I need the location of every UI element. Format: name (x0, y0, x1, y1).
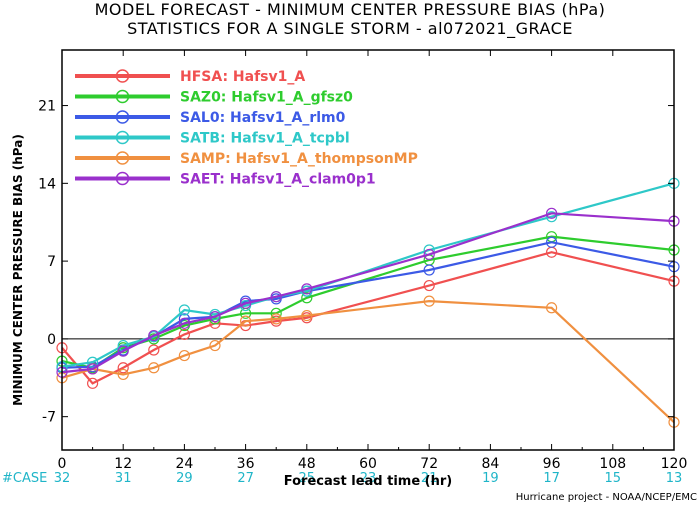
y-tick-label: -7 (42, 410, 56, 426)
data-point (545, 302, 558, 314)
x-tick-label: 48 (298, 456, 316, 472)
y-tick-label: 7 (47, 254, 56, 270)
data-point (117, 362, 129, 374)
data-point (240, 315, 252, 327)
legend-entry: SAZ0: Hafsv1_A_gfsz0 (180, 90, 353, 106)
data-point (148, 329, 160, 342)
case-count: 32 (54, 471, 71, 486)
chart-title: MODEL FORECAST - MINIMUM CENTER PRESSURE… (94, 0, 606, 19)
data-point (86, 377, 99, 389)
legend-marker (115, 171, 130, 186)
legend-marker (115, 89, 130, 104)
data-point (86, 356, 99, 368)
case-count: 27 (237, 471, 254, 486)
series-line (61, 212, 675, 374)
data-point (178, 304, 190, 316)
legend-marker (115, 130, 130, 145)
x-tick-label: 60 (359, 456, 377, 472)
series-5 (56, 207, 680, 378)
case-count: 31 (115, 471, 132, 486)
data-point (148, 362, 160, 374)
y-tick-label: 0 (47, 332, 56, 348)
series-line (61, 300, 675, 424)
data-point (117, 368, 129, 381)
x-tick-label: 120 (661, 456, 688, 472)
series-4 (56, 295, 680, 428)
data-point (301, 283, 313, 295)
case-count: 19 (482, 471, 499, 486)
legend-entry: SATB: Hafsv1_A_tcpbl (180, 131, 350, 147)
x-tick-label: 96 (543, 456, 561, 472)
legend-marker (115, 110, 130, 124)
x-tick-label: 72 (420, 456, 438, 472)
series-0 (56, 246, 680, 389)
legend-entry: SAL0: Hafsv1_A_rlm0 (180, 110, 346, 126)
data-point (209, 311, 221, 323)
case-count: 15 (605, 471, 622, 486)
data-point (545, 236, 558, 248)
data-point (270, 291, 282, 303)
data-point (270, 313, 282, 325)
x-tick-label: 84 (481, 456, 499, 472)
data-point (423, 264, 435, 276)
x-tick-label: 24 (175, 456, 193, 472)
data-point (117, 345, 129, 357)
x-tick-label: 0 (58, 456, 67, 472)
data-point (301, 309, 313, 322)
y-tick-label: 14 (38, 176, 56, 192)
case-count: 21 (421, 471, 438, 486)
x-tick-label: 12 (114, 456, 132, 472)
legend-marker (115, 69, 130, 83)
legend-marker (115, 151, 130, 165)
y-axis-label: MINIMUM CENTER PRESSURE BIAS (hPa) (11, 134, 25, 406)
y-tick-label: 21 (38, 99, 56, 115)
case-count: 17 (543, 471, 560, 486)
legend: HFSA: Hafsv1_A SAZ0: Hafsv1_A_gfsz0 SAL0: … (75, 69, 418, 188)
series-line (61, 251, 675, 385)
x-tick-label: 36 (237, 456, 255, 472)
data-point (423, 248, 435, 261)
legend-entry: SAET: Hafsv1_A_clam0p1 (180, 172, 376, 188)
data-point (545, 211, 558, 223)
data-point (423, 295, 435, 307)
data-point (240, 297, 252, 309)
data-point (86, 363, 99, 375)
data-point (178, 328, 190, 341)
legend-entry: HFSA: Hafsv1_A (180, 69, 305, 85)
plot-frame (61, 49, 675, 451)
x-axis-label: Forecast lead time (hr) (284, 474, 452, 489)
data-point (301, 292, 313, 304)
case-count: 25 (299, 471, 316, 486)
credit-text: Hurricane project - NOAA/NCEP/EMC (516, 492, 697, 503)
data-point (545, 207, 558, 219)
case-count: 29 (176, 471, 193, 486)
case-label: #CASE (2, 471, 47, 486)
case-count: 13 (666, 471, 683, 486)
x-tick-label: 108 (599, 456, 626, 472)
chart-subtitle: STATISTICS FOR A SINGLE STORM - al072021… (127, 19, 573, 38)
data-point (178, 317, 190, 329)
data-point (148, 344, 160, 356)
data-point (178, 349, 190, 362)
data-point (209, 339, 221, 352)
case-count: 23 (360, 471, 377, 486)
legend-entry: SAMP: Hafsv1_A_thompsonMP (180, 151, 418, 167)
data-point (423, 279, 435, 292)
